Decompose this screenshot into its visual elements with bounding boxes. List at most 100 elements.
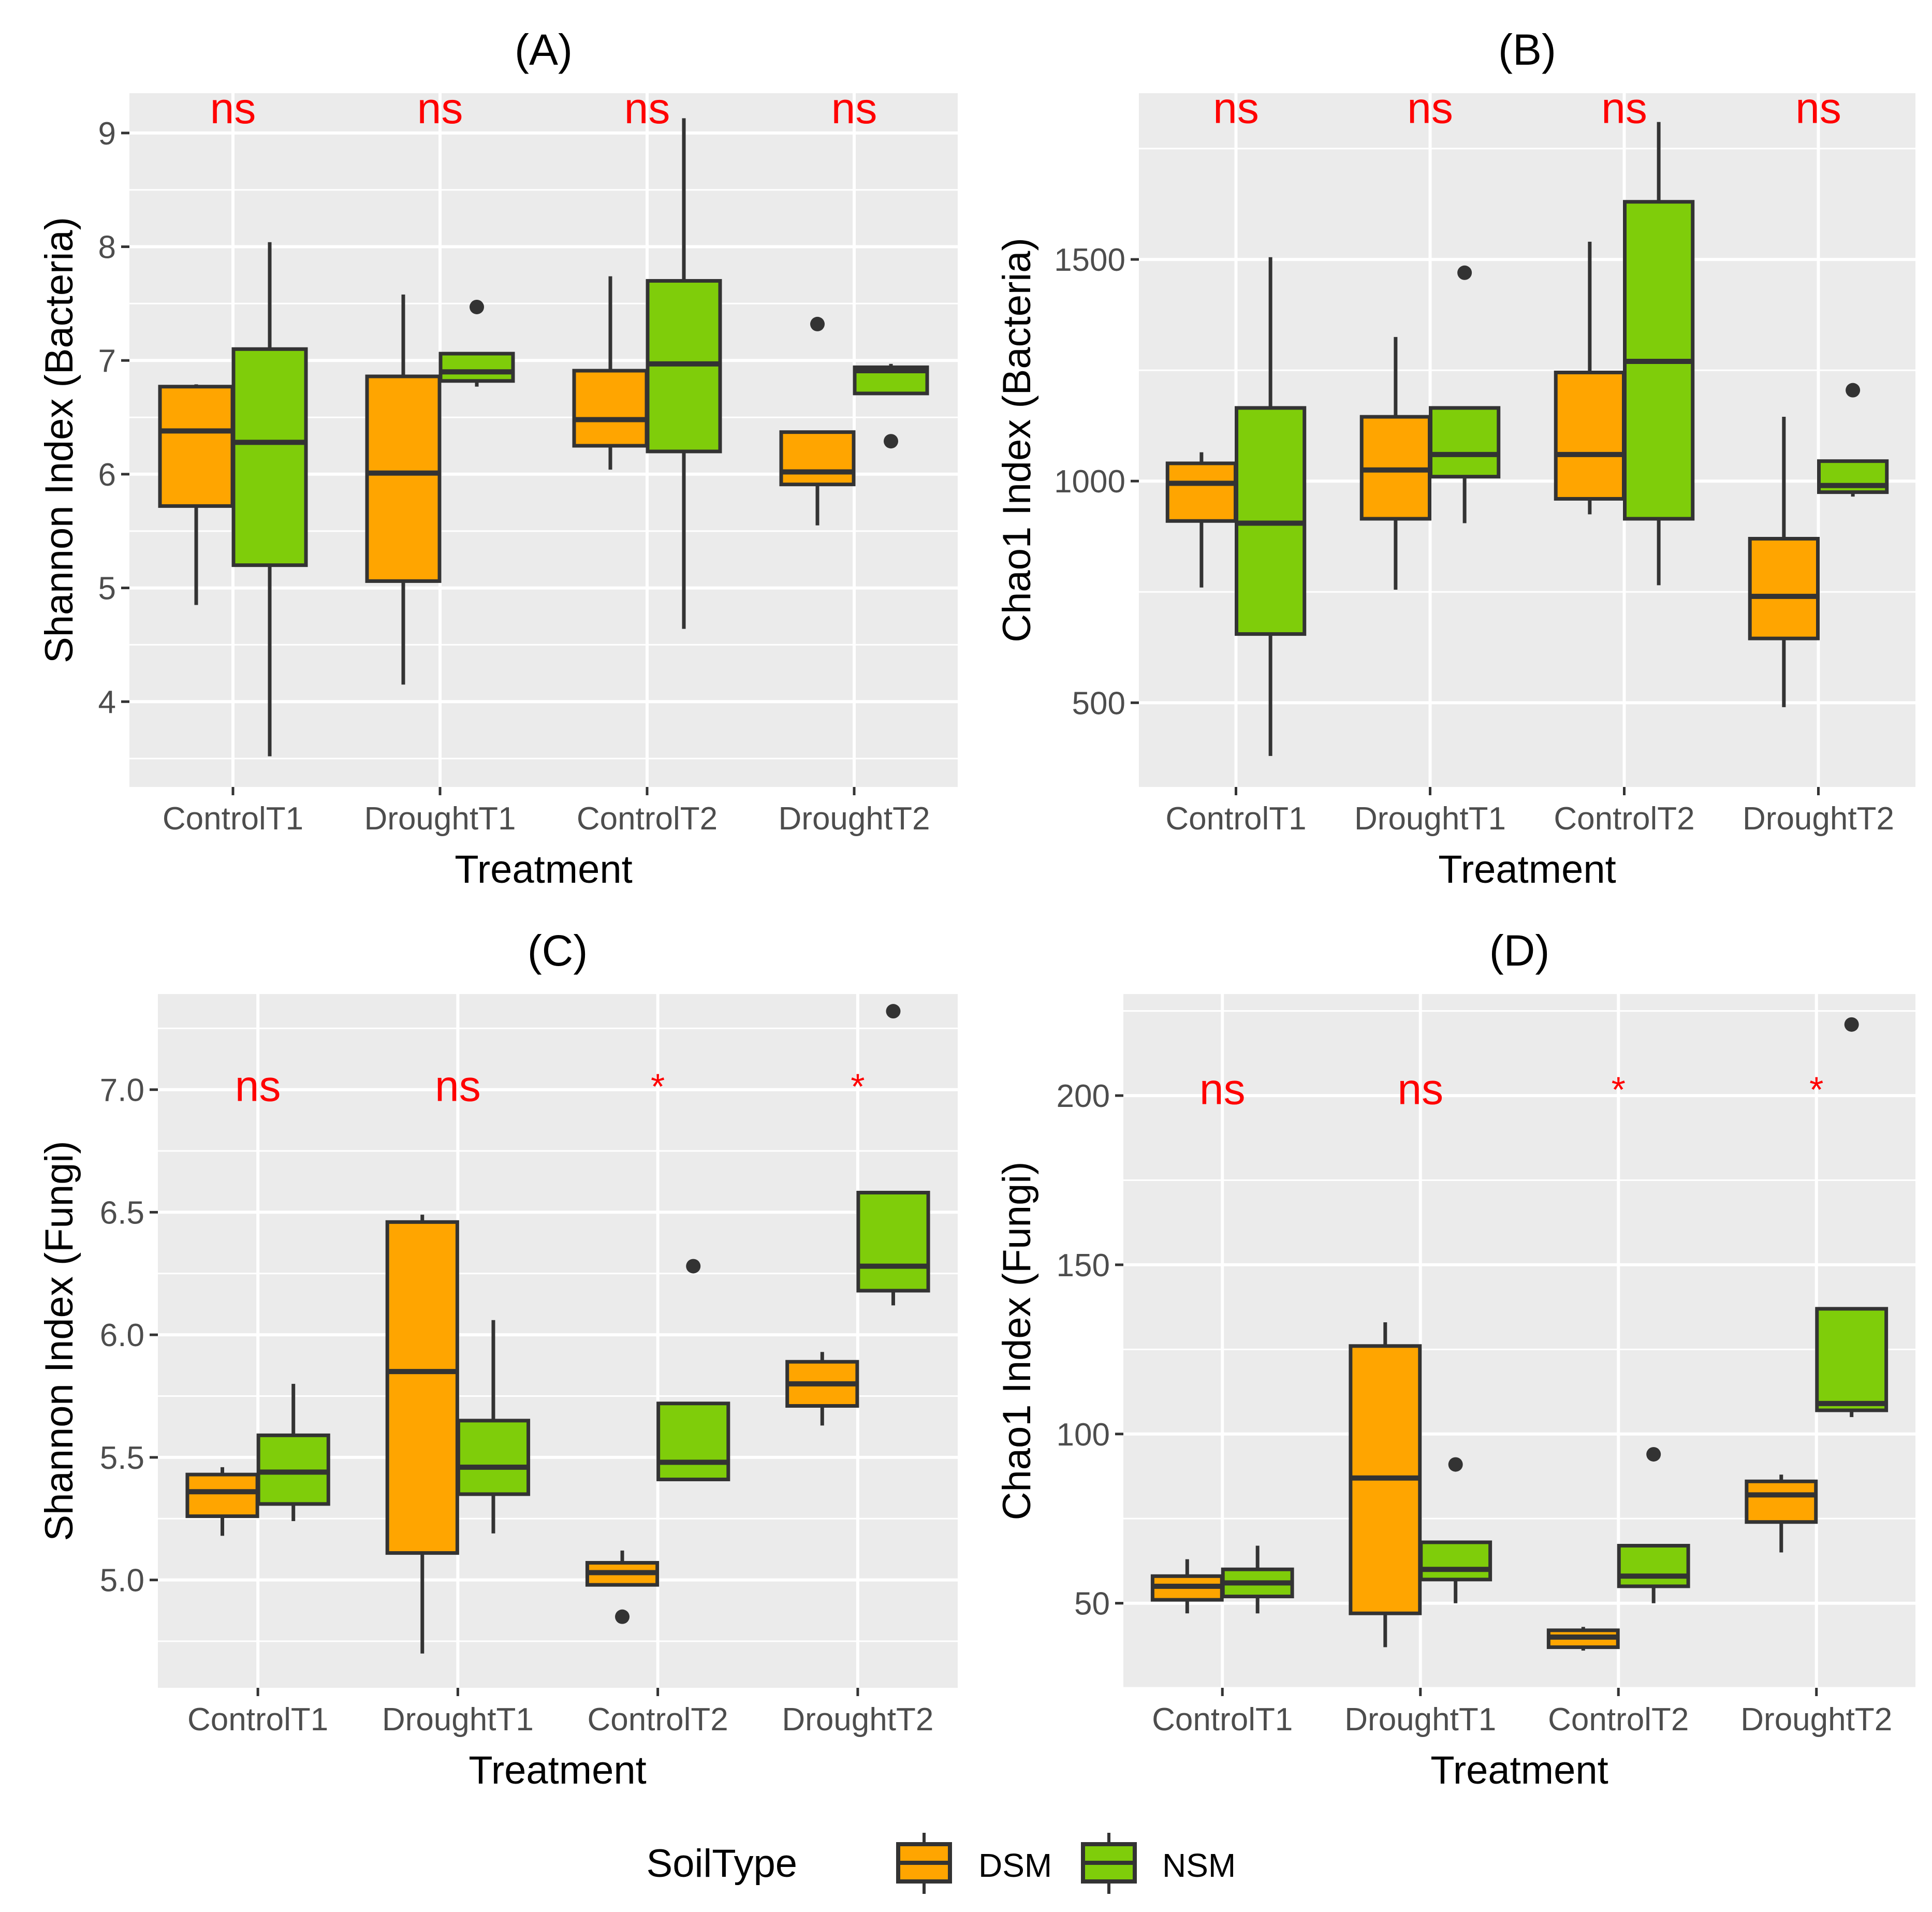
- panel-b-significance-label-2: ns: [1407, 83, 1453, 132]
- panel-c-boxes: [185, 1004, 930, 1654]
- panel-d-x-tick-label-2: ControlT2: [1548, 1702, 1689, 1738]
- panel-d-nsm-2-outlier-1: [1448, 1457, 1463, 1472]
- panel-c-nsm-4-box: [856, 1191, 930, 1293]
- panel-d-y-axis-label: Chao1 Index (Fungi): [995, 1162, 1039, 1521]
- panel-c-grid: [158, 994, 958, 1688]
- panel-c-x-tick-label-0: ControlT1: [187, 1702, 328, 1738]
- panel-b-significance-label-1: ns: [1213, 83, 1259, 132]
- panel-a-dsm-4-box: [779, 430, 856, 487]
- panel-d-x-tick-label-3: DroughtT2: [1740, 1702, 1892, 1738]
- panel-c-significance-label-3: *: [651, 1066, 665, 1106]
- panel-c-x-tick-label-2: ControlT2: [588, 1702, 728, 1738]
- panel-d-y-tick-label-1: 100: [1057, 1417, 1110, 1453]
- panel-d-nsm-3-outlier-1: [1646, 1447, 1661, 1462]
- panel-a-boxes: [158, 118, 929, 756]
- panel-a-nsm-1-box: [231, 347, 308, 567]
- panel-c-y-tick-label-2: 6.0: [100, 1318, 144, 1353]
- panel-d-nsm-4-box: [1815, 1307, 1889, 1412]
- panel-a-x-tick-label-2: ControlT2: [577, 801, 718, 837]
- panel-a-dsm-4-outlier-1: [810, 316, 825, 331]
- panel-b-dsm-3-box: [1554, 370, 1626, 501]
- panel-a-significance-label-4: ns: [831, 84, 877, 133]
- panel-d-x-axis-label: Treatment: [1430, 1748, 1608, 1792]
- panel-d-dsm-4-box: [1745, 1479, 1818, 1524]
- panel-d-significance-label-4: *: [1809, 1069, 1823, 1110]
- panel-b-boxes: [1165, 122, 1889, 756]
- panel-a-y-tick-label-4: 8: [98, 230, 116, 266]
- legend-title: SoilType: [647, 1842, 798, 1886]
- panel-c-dsm-2-box: [385, 1220, 459, 1555]
- panel-c-y-axis-label: Shannon Index (Fungi): [37, 1141, 81, 1541]
- panel-b-nsm-4-outlier-1: [1846, 383, 1861, 398]
- legend-label-nsm: NSM: [1162, 1847, 1236, 1884]
- panel-b-dsm-1-box: [1165, 461, 1237, 523]
- legend-key-dsm: [896, 1833, 952, 1894]
- panel-d-y-tick-label-2: 150: [1057, 1248, 1110, 1283]
- panel-c-nsm-3-outlier-1: [686, 1259, 701, 1274]
- panel-a-y-tick-label-1: 5: [98, 571, 116, 607]
- panel-a-x-tick-label-3: DroughtT2: [779, 801, 930, 837]
- panel-a: ns ns ns ns 4 5 6 7 8 9 ControlT1 DroughtT1 Control…: [37, 25, 958, 892]
- panel-c-nsm-2-box: [456, 1419, 531, 1496]
- panel-a-significance: ns ns ns ns: [210, 84, 877, 133]
- panel-c-x-tick-label-1: DroughtT1: [382, 1702, 534, 1738]
- panel-b-significance: ns ns ns ns: [1213, 83, 1841, 132]
- panel-c-ticks: 5.0 5.5 6.0 6.5 7.0 ControlT1 DroughtT1 Control…: [100, 1073, 934, 1738]
- panel-d: ns ns * * 50 100 150 200 ControlT1 DroughtT1 Cont…: [995, 926, 1915, 1792]
- panel-b-nsm-2-box: [1429, 406, 1501, 479]
- panel-a-nsm-4-outlier-1: [884, 434, 898, 449]
- panel-b-ticks: 500 1000 1500 ControlT1 DroughtT1 ControlT2 Dr…: [1054, 242, 1894, 837]
- panel-b: ns ns ns ns 500 1000 1500 ControlT1 DroughtT1 Co…: [995, 25, 1915, 892]
- panel-d-significance-label-3: *: [1612, 1069, 1626, 1110]
- panel-c: ns ns * * 5.0 5.5 6.0 6.5 7.0 ControlT1 DroughtT1…: [37, 926, 958, 1792]
- panel-c-title: (C): [528, 926, 588, 975]
- panel-d-nsm-2-box: [1419, 1540, 1492, 1582]
- panel-c-x-tick-label-3: DroughtT2: [782, 1702, 933, 1738]
- panel-a-y-tick-label-2: 6: [98, 457, 116, 493]
- panel-d-significance: ns ns * *: [1199, 1064, 1823, 1113]
- panel-b-x-tick-label-1: DroughtT1: [1354, 801, 1506, 837]
- panel-a-significance-label-3: ns: [624, 84, 670, 133]
- panel-c-background: [158, 994, 958, 1688]
- panel-d-nsm-4-outlier-1: [1844, 1017, 1859, 1032]
- panel-a-ticks: 4 5 6 7 8 9 ControlT1 DroughtT1 ControlT2 Drought…: [98, 116, 930, 837]
- panel-b-nsm-2-outlier-1: [1457, 265, 1472, 280]
- legend: SoilType DSM NSM: [647, 1833, 1236, 1894]
- panel-c-y-tick-label-3: 6.5: [100, 1195, 144, 1231]
- panel-b-title: (B): [1498, 25, 1556, 74]
- panel-c-dsm-1-box: [185, 1472, 259, 1519]
- panel-c-x-axis-label: Treatment: [469, 1748, 647, 1792]
- panel-b-x-tick-label-3: DroughtT2: [1743, 801, 1894, 837]
- panel-a-significance-label-1: ns: [210, 84, 256, 133]
- panel-d-boxes: [1150, 1017, 1889, 1651]
- panel-d-y-tick-label-3: 200: [1057, 1078, 1110, 1114]
- panel-c-y-tick-label-1: 5.5: [100, 1440, 144, 1476]
- panel-b-dsm-4-box: [1748, 537, 1820, 640]
- panel-b-x-axis-label: Treatment: [1438, 848, 1616, 892]
- panel-b-y-axis-label: Chao1 Index (Bacteria): [995, 238, 1039, 643]
- panel-d-significance-label-1: ns: [1199, 1064, 1246, 1113]
- panel-a-nsm-2-box: [438, 352, 515, 383]
- panel-a-x-axis-label: Treatment: [455, 848, 633, 892]
- panel-c-y-tick-label-4: 7.0: [100, 1073, 144, 1108]
- panel-a-nsm-2-outlier-1: [470, 299, 484, 314]
- panel-c-significance-label-4: *: [851, 1066, 865, 1106]
- panel-a-y-axis-label: Shannon Index (Bacteria): [37, 217, 81, 663]
- panel-a-y-tick-label-3: 7: [98, 343, 116, 379]
- panel-c-nsm-4-outlier-1: [886, 1004, 901, 1019]
- panel-a-y-tick-label-0: 4: [98, 684, 116, 720]
- panel-d-title: (D): [1489, 926, 1550, 975]
- legend-key-nsm: [1081, 1833, 1137, 1894]
- panel-d-significance-label-2: ns: [1397, 1064, 1443, 1113]
- panel-a-dsm-2-box: [365, 374, 442, 583]
- panel-d-x-tick-label-1: DroughtT1: [1344, 1702, 1496, 1738]
- panel-c-significance-label-1: ns: [235, 1061, 281, 1110]
- panel-b-y-tick-label-0: 500: [1072, 685, 1125, 721]
- panel-b-x-tick-label-2: ControlT2: [1554, 801, 1694, 837]
- panel-a-x-tick-label-0: ControlT1: [163, 801, 303, 837]
- panel-c-dsm-3-outlier-1: [615, 1609, 630, 1624]
- panel-a-title: (A): [515, 25, 573, 74]
- panel-b-significance-label-3: ns: [1601, 83, 1647, 132]
- panel-c-significance-label-2: ns: [435, 1061, 481, 1110]
